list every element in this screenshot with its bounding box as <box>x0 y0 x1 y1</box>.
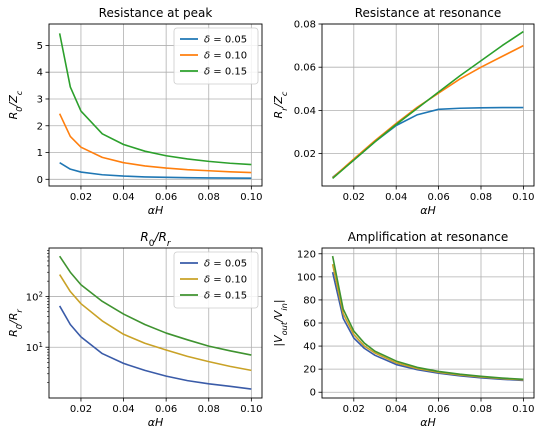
subplot-1: 0.02 0.04 0.06 0.08 0.10 0 1 2 3 4 5 Resistance at … <box>7 6 262 217</box>
x-tick-label: 0.06 <box>427 404 449 415</box>
legend-box <box>173 27 259 85</box>
chart-title: R0/Rr <box>140 230 171 249</box>
y-axis-label: R0/Zc <box>7 90 24 119</box>
y-axis-label: R0/Rr <box>7 309 24 337</box>
legend: δ = 0.05 δ = 0.10 δ = 0.15 <box>173 27 259 85</box>
legend-label: δ = 0.15 <box>204 67 247 78</box>
legend: δ = 0.05 δ = 0.10 δ = 0.15 <box>173 251 259 309</box>
legend-label: δ = 0.10 <box>204 275 247 286</box>
y-tick-label: 120 <box>297 249 316 260</box>
y-tick-label: 0 <box>37 175 43 186</box>
chart-title: Amplification at resonance <box>348 230 509 244</box>
series-line-1 <box>332 106 524 178</box>
plot-frame <box>48 247 263 399</box>
x-tick-label: 0.06 <box>155 404 177 415</box>
y-tick-label: 5 <box>37 41 43 52</box>
subplot-2: 0.02 0.04 0.06 0.08 0.10 0.02 0.04 0.06 0.08 Resi… <box>272 6 535 217</box>
x-axis-label: αH <box>420 416 436 429</box>
x-axis-label: αH <box>148 204 164 217</box>
y-tick-label: 4 <box>37 68 43 79</box>
y-tick-label: 80 <box>303 295 316 306</box>
subplot-4: 0.02 0.04 0.06 0.08 0.10 0 20 40 60 80 100 120 Ampli… <box>272 230 535 429</box>
series-line-3 <box>331 255 524 381</box>
x-tick-label: 0.04 <box>385 404 407 415</box>
x-tick-label: 0.04 <box>112 404 134 415</box>
y-tick-label: 0.04 <box>294 106 316 117</box>
x-tick-label: 0.08 <box>198 192 220 203</box>
series-line-1 <box>58 305 252 390</box>
series-line-3 <box>58 255 252 356</box>
x-tick-label: 0.04 <box>112 192 134 203</box>
plot-frame <box>48 23 263 187</box>
y-tick-label: 3 <box>37 94 43 105</box>
y-tick-label: 100 <box>297 272 316 283</box>
y-tick-label: 101 <box>26 341 43 354</box>
x-tick-label: 0.10 <box>512 192 534 203</box>
x-tick-label: 0.02 <box>70 192 92 203</box>
series-line-3 <box>58 33 252 166</box>
x-tick-label: 0.08 <box>470 192 492 203</box>
series-line-3 <box>332 30 524 180</box>
x-tick-label: 0.02 <box>70 404 92 415</box>
legend-box <box>173 251 259 309</box>
y-tick-label: 2 <box>37 121 43 132</box>
y-axis-label: |Vout/Vin| <box>272 299 289 346</box>
series-line-2 <box>58 274 252 372</box>
y-tick-label: 60 <box>303 319 316 330</box>
series-line-1 <box>331 272 524 382</box>
y-tick-label: 0.08 <box>294 20 316 31</box>
y-tick-label: 0.06 <box>294 63 316 74</box>
y-tick-label: 20 <box>303 365 316 376</box>
x-tick-label: 0.04 <box>385 192 407 203</box>
x-tick-label: 0.10 <box>240 192 262 203</box>
legend-label: δ = 0.15 <box>204 291 247 302</box>
plot-frame <box>321 23 535 187</box>
chart-title: Resistance at resonance <box>355 6 502 20</box>
subplot-3: 0.02 0.04 0.06 0.08 0.10101102R0/RrαHR0/Rrδ … <box>7 230 262 429</box>
y-tick-label: 102 <box>26 290 43 303</box>
legend-label: δ = 0.05 <box>204 35 247 46</box>
x-tick-label: 0.02 <box>343 192 365 203</box>
y-tick-label: 40 <box>303 342 316 353</box>
y-tick-label: 0.02 <box>294 149 316 160</box>
x-tick-label: 0.10 <box>240 404 262 415</box>
series-line-2 <box>58 113 252 174</box>
x-axis-label: αH <box>148 416 164 429</box>
series-line-2 <box>331 263 524 381</box>
y-tick-label: 1 <box>37 148 43 159</box>
y-tick-label: 0 <box>310 388 316 399</box>
x-tick-label: 0.08 <box>470 404 492 415</box>
x-tick-label: 0.02 <box>343 404 365 415</box>
chart-title: Resistance at peak <box>99 6 213 20</box>
series-line-1 <box>59 162 252 180</box>
legend-label: δ = 0.10 <box>204 51 247 62</box>
y-axis-label: Rr/Zc <box>272 91 289 118</box>
x-axis-label: αH <box>420 204 436 217</box>
x-tick-label: 0.10 <box>512 404 534 415</box>
x-tick-label: 0.08 <box>198 404 220 415</box>
x-tick-label: 0.06 <box>427 192 449 203</box>
x-tick-label: 0.06 <box>155 192 177 203</box>
legend-label: δ = 0.05 <box>204 259 247 270</box>
